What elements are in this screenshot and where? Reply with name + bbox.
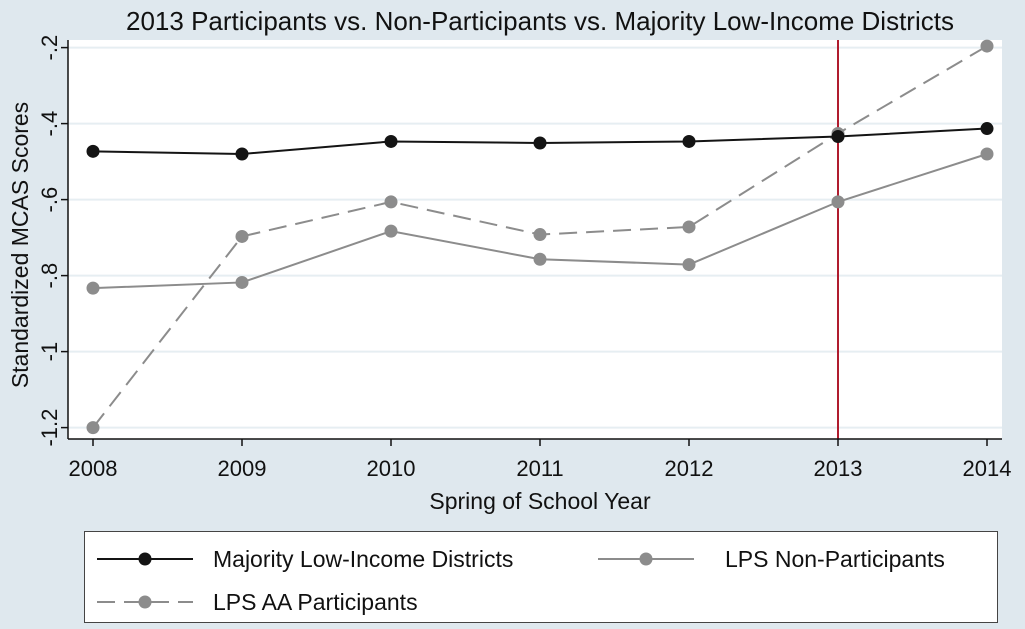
data-point (384, 134, 398, 148)
data-point (980, 147, 994, 161)
legend-marker (138, 595, 152, 609)
data-point (86, 144, 100, 158)
x-tick-label: 2013 (814, 456, 863, 481)
x-tick-label: 2012 (665, 456, 714, 481)
legend-label: Majority Low-Income Districts (213, 546, 513, 572)
data-point (235, 147, 249, 161)
data-point (831, 195, 845, 209)
data-point (235, 275, 249, 289)
data-point (980, 122, 994, 136)
legend: Majority Low-Income Districts LPS Non-Par… (84, 531, 998, 623)
y-tick-label: -.8 (37, 263, 62, 289)
legend-entries: Majority Low-Income Districts LPS Non-Par… (97, 546, 945, 615)
data-point (831, 130, 845, 144)
data-point (235, 229, 249, 243)
x-tick-label: 2009 (218, 456, 267, 481)
data-point (86, 281, 100, 295)
legend-label: LPS AA Participants (213, 589, 418, 615)
data-point (533, 136, 547, 150)
data-point (980, 39, 994, 53)
data-point (682, 220, 696, 234)
x-tick-label: 2011 (516, 456, 563, 481)
legend-marker (639, 552, 653, 566)
data-point (384, 195, 398, 209)
y-tick-label: -.4 (37, 111, 62, 137)
y-axis-label: Standardized MCAS Scores (7, 102, 33, 388)
data-point (384, 224, 398, 238)
y-tick-label: -.2 (37, 35, 62, 61)
data-point (86, 421, 100, 435)
y-tick-label: -1.2 (37, 409, 62, 447)
y-tick-label: -1 (37, 342, 62, 362)
legend-marker (138, 552, 152, 566)
chart-title: 2013 Participants vs. Non-Participants v… (126, 6, 954, 36)
data-point (682, 258, 696, 272)
x-tick-label: 2014 (963, 456, 1012, 481)
y-tick-label: -.6 (37, 187, 62, 213)
data-point (533, 252, 547, 266)
legend-label: LPS Non-Participants (725, 546, 945, 572)
data-point (533, 228, 547, 242)
x-tick-label: 2008 (69, 456, 118, 481)
plot-area (68, 40, 1002, 439)
data-point (682, 134, 696, 148)
x-axis-label: Spring of School Year (429, 488, 651, 514)
x-tick-label: 2010 (367, 456, 416, 481)
